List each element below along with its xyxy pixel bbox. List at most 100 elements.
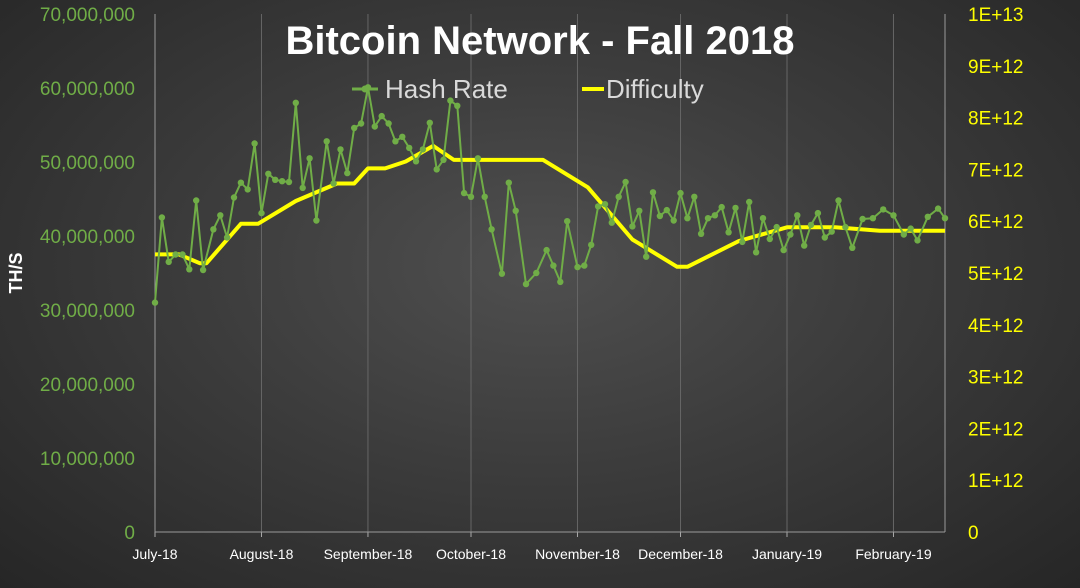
hash-rate-point [217, 212, 224, 219]
hash-rate-point [801, 242, 808, 249]
hash-rate-point [691, 193, 698, 200]
hash-rate-line [154, 86, 946, 303]
hash-rate-point [251, 140, 258, 147]
hash-rate-point [210, 226, 217, 233]
hash-rate-point [454, 102, 461, 110]
hash-rate-point [460, 189, 468, 197]
hash-rate-point [773, 223, 780, 231]
hash-rate-point [265, 170, 272, 177]
hash-rate-point [467, 193, 475, 200]
hash-rate-point [299, 184, 306, 192]
y2-tick-label: 6E+12 [968, 212, 1023, 233]
hash-rate-point [344, 169, 351, 177]
hash-rate-point [725, 229, 732, 236]
hash-rate-point [649, 189, 657, 196]
x-tick-label: December-18 [638, 546, 723, 562]
hash-rate-point [914, 237, 921, 244]
hash-rate-point [900, 231, 907, 238]
difficulty-line [155, 143, 945, 269]
y2-tick-label: 3E+12 [968, 368, 1023, 389]
hash-rate-point [629, 223, 636, 230]
hash-rate-point [399, 133, 406, 140]
hash-rate-point [550, 262, 557, 269]
hash-rate-point [880, 206, 887, 213]
hash-rate-point [941, 215, 949, 222]
hash-rate-point [498, 270, 506, 277]
y2-tick-label: 5E+12 [968, 264, 1023, 285]
hash-rate-point [869, 215, 877, 222]
hash-rate-point [564, 218, 571, 225]
hash-rate-point [488, 226, 495, 233]
grid-layer [154, 14, 894, 532]
hash-rate-point [313, 217, 320, 224]
hash-rate-point [278, 178, 286, 185]
hash-rate-point [601, 201, 609, 208]
hash-rate-point [739, 238, 746, 246]
hash-rate-point [697, 230, 705, 237]
hash-rate-point [223, 234, 231, 241]
legend-difficulty-label: Difficulty [606, 74, 704, 104]
y-tick-label: 10,000,000 [40, 449, 135, 470]
y-tick-label: 0 [124, 523, 135, 544]
x-tick-label: January-19 [752, 546, 822, 562]
y-tick-label: 70,000,000 [40, 5, 135, 26]
hash-rate-point [780, 246, 787, 254]
hash-rate-point [859, 215, 866, 223]
y2-tick-label: 9E+12 [968, 57, 1023, 78]
hash-rate-point [385, 120, 392, 127]
hash-rate-point [306, 155, 313, 162]
y-tick-label: 20,000,000 [40, 375, 135, 396]
hash-rate-point [752, 249, 760, 256]
hash-rate-point [447, 97, 454, 104]
hash-rate-point [412, 158, 420, 165]
hash-rate-point [766, 235, 773, 243]
hash-rate-point [392, 138, 399, 145]
hash-rate-point [433, 166, 440, 173]
hash-rate-point [622, 178, 629, 186]
hash-rate-point [230, 194, 238, 201]
hash-rate-point [426, 119, 433, 127]
hash-rate-point [165, 258, 172, 266]
hash-rate-point [533, 269, 540, 277]
hash-rate-point [828, 228, 835, 235]
legend-hash-rate-marker [361, 85, 369, 93]
series-layer [151, 84, 949, 306]
y2-tick-label: 1E+13 [968, 5, 1023, 26]
y2-tick-label: 4E+12 [968, 316, 1023, 337]
hash-rate-point [588, 241, 595, 249]
hash-rate-point [557, 278, 564, 286]
hash-rate-point [406, 144, 413, 152]
hash-rate-point [258, 209, 265, 217]
hash-rate-point [323, 138, 330, 145]
hash-rate-point [337, 146, 344, 153]
hash-rate-point [505, 179, 512, 186]
hash-rate-point [842, 223, 849, 231]
hash-rate-point [522, 280, 530, 288]
hash-rate-point [581, 262, 588, 269]
hash-rate-point [179, 251, 186, 258]
x-tick-label: August-18 [230, 546, 294, 562]
hash-rate-point [158, 214, 166, 221]
hash-rate-point [199, 266, 207, 274]
hash-rate-point [732, 204, 739, 212]
hash-rate-point [821, 234, 828, 241]
hash-rate-point [684, 215, 691, 222]
x-tick-label: February-19 [855, 546, 931, 562]
hash-rate-point [543, 246, 550, 254]
hash-rate-point [594, 203, 602, 210]
hash-rate-point [186, 266, 193, 273]
hash-rate-point [663, 206, 670, 214]
y-tick-label: 30,000,000 [40, 301, 135, 322]
y-axis-label: TH/S [6, 252, 26, 293]
y2-tick-label: 8E+12 [968, 109, 1023, 130]
axis-layer: July-18 August-18 September-18 October-18 No… [40, 5, 1024, 562]
hash-rate-point [907, 225, 914, 232]
hash-rate-point [636, 207, 643, 214]
hash-rate-point [677, 189, 684, 197]
y2-tick-label: 7E+12 [968, 160, 1023, 181]
hash-rate-point [292, 99, 299, 107]
hash-rate-point [151, 299, 159, 306]
hash-rate-point [512, 207, 519, 214]
hash-rate-point [237, 179, 245, 186]
hash-rate-point [285, 178, 293, 186]
